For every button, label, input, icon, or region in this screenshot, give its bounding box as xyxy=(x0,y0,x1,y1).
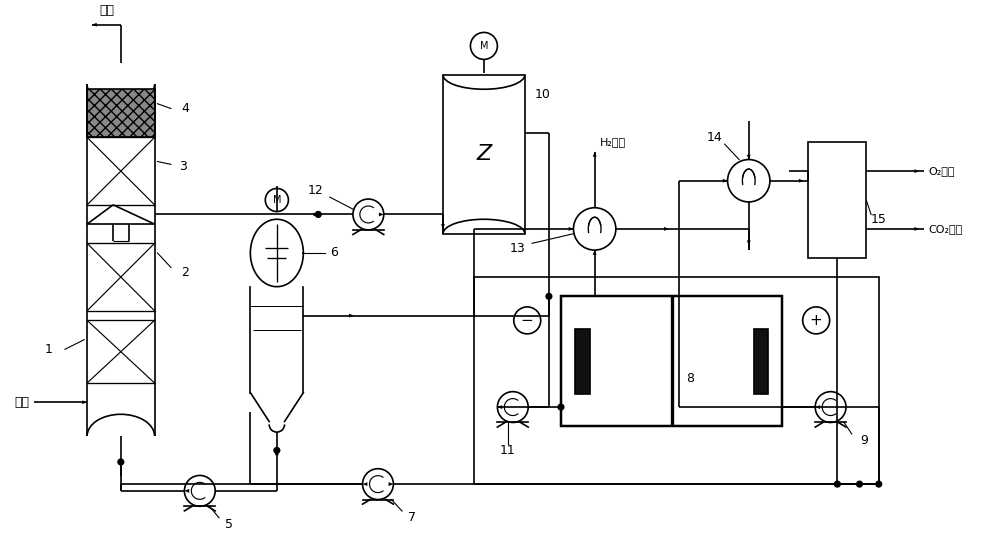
Polygon shape xyxy=(799,179,804,183)
Polygon shape xyxy=(497,405,502,409)
Circle shape xyxy=(876,481,882,487)
Text: 13: 13 xyxy=(510,242,525,255)
Circle shape xyxy=(274,448,280,453)
Polygon shape xyxy=(815,405,820,409)
Text: M: M xyxy=(273,195,281,205)
Polygon shape xyxy=(82,400,87,404)
Polygon shape xyxy=(559,405,564,409)
Text: 7: 7 xyxy=(408,511,416,524)
Text: 3: 3 xyxy=(179,160,187,173)
Text: 5: 5 xyxy=(225,518,233,531)
Bar xyxy=(754,329,768,394)
Text: 氮气: 氮气 xyxy=(99,4,114,17)
Text: 6: 6 xyxy=(330,247,338,259)
Text: O₂产品: O₂产品 xyxy=(929,166,955,176)
Polygon shape xyxy=(275,450,279,455)
Polygon shape xyxy=(92,23,97,27)
Circle shape xyxy=(857,481,862,487)
Bar xyxy=(474,277,879,484)
Text: 1: 1 xyxy=(45,343,53,356)
Bar xyxy=(575,329,590,394)
Circle shape xyxy=(834,481,840,487)
Text: H₂产品: H₂产品 xyxy=(599,137,626,147)
Polygon shape xyxy=(389,482,393,486)
Bar xyxy=(443,75,525,234)
Text: M: M xyxy=(480,41,488,51)
Polygon shape xyxy=(593,250,597,255)
Bar xyxy=(808,142,866,258)
Text: 11: 11 xyxy=(500,444,516,457)
Polygon shape xyxy=(313,213,318,217)
Text: +: + xyxy=(810,313,823,328)
Text: 12: 12 xyxy=(307,184,323,197)
Circle shape xyxy=(118,459,124,465)
Polygon shape xyxy=(363,482,367,486)
Polygon shape xyxy=(569,227,573,231)
Bar xyxy=(561,296,782,426)
Polygon shape xyxy=(747,241,751,245)
Circle shape xyxy=(558,404,564,410)
Polygon shape xyxy=(184,489,189,493)
Polygon shape xyxy=(914,227,919,231)
Polygon shape xyxy=(747,155,751,160)
Text: CO₂产品: CO₂产品 xyxy=(929,224,963,234)
Polygon shape xyxy=(593,152,597,157)
Text: 4: 4 xyxy=(181,102,189,115)
Circle shape xyxy=(546,293,552,299)
Circle shape xyxy=(315,212,321,217)
Text: 8: 8 xyxy=(686,371,694,385)
Text: 加气: 加气 xyxy=(14,396,29,409)
Polygon shape xyxy=(914,169,919,173)
Text: 9: 9 xyxy=(860,434,868,447)
Polygon shape xyxy=(441,224,445,229)
Text: 14: 14 xyxy=(707,131,723,144)
Text: Z: Z xyxy=(476,144,492,164)
Text: 2: 2 xyxy=(181,266,189,279)
Text: 15: 15 xyxy=(871,213,887,226)
Polygon shape xyxy=(379,213,384,217)
Polygon shape xyxy=(349,314,354,317)
Text: 10: 10 xyxy=(534,87,550,101)
Text: −: − xyxy=(521,313,534,328)
Polygon shape xyxy=(723,179,728,183)
Bar xyxy=(87,90,155,137)
Polygon shape xyxy=(664,227,669,231)
